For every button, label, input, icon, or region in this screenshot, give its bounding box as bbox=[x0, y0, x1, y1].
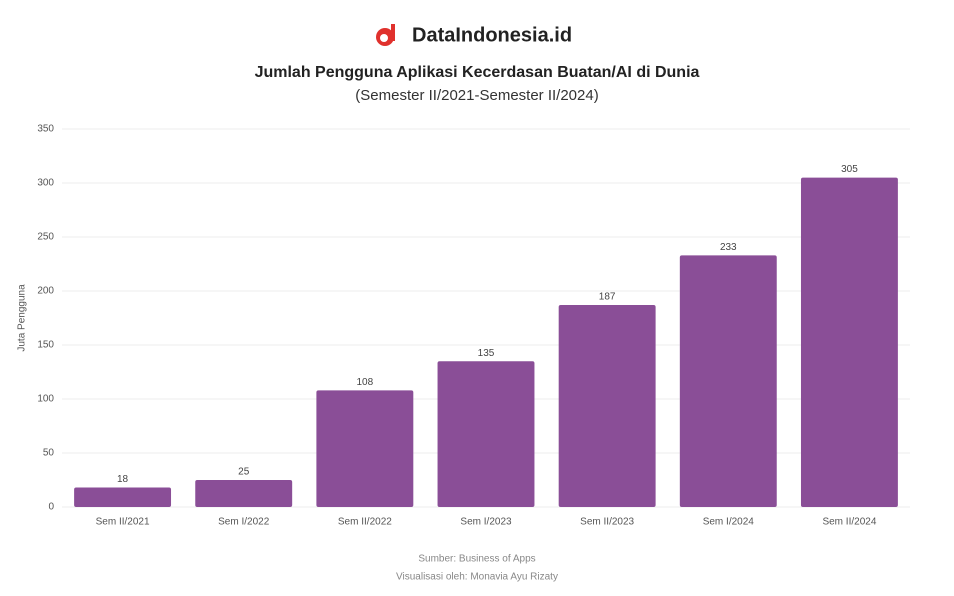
chart-title: Jumlah Pengguna Aplikasi Kecerdasan Buat… bbox=[255, 64, 700, 81]
data-label: 187 bbox=[599, 292, 616, 303]
bar bbox=[195, 480, 293, 507]
chart-subtitle: (Semester II/2021-Semester II/2024) bbox=[355, 87, 598, 104]
y-tick-label: 250 bbox=[37, 232, 54, 243]
x-tick-label: Sem II/2023 bbox=[580, 517, 634, 528]
bar bbox=[74, 487, 172, 507]
data-label: 18 bbox=[117, 474, 129, 485]
bar bbox=[679, 255, 777, 507]
x-tick-label: Sem I/2023 bbox=[460, 517, 512, 528]
y-tick-label: 150 bbox=[37, 340, 54, 351]
y-tick-label: 350 bbox=[37, 124, 54, 135]
y-tick-label: 0 bbox=[48, 502, 54, 513]
x-tick-label: Sem II/2024 bbox=[822, 517, 876, 528]
y-tick-label: 50 bbox=[43, 448, 55, 459]
bar bbox=[437, 361, 535, 507]
credit: Visualisasi oleh: Monavia Ayu Rizaty bbox=[396, 572, 558, 583]
logo-icon bbox=[376, 24, 395, 46]
x-tick-label: Sem II/2022 bbox=[338, 517, 392, 528]
y-tick-label: 100 bbox=[37, 394, 54, 405]
source: Sumber: Business of Apps bbox=[418, 554, 535, 565]
x-tick-label: Sem I/2022 bbox=[218, 517, 270, 528]
x-tick-label: Sem II/2021 bbox=[96, 517, 150, 528]
bar bbox=[316, 390, 414, 507]
brand: DataIndonesia.id bbox=[412, 24, 572, 46]
x-tick-label: Sem I/2024 bbox=[703, 517, 755, 528]
data-label: 135 bbox=[478, 348, 495, 359]
bar bbox=[800, 177, 898, 507]
y-tick-label: 300 bbox=[37, 178, 54, 189]
y-axis-label: Juta Pengguna bbox=[17, 284, 28, 352]
data-label: 25 bbox=[238, 467, 250, 478]
data-label: 108 bbox=[357, 377, 374, 388]
bar bbox=[558, 305, 656, 507]
data-label: 305 bbox=[841, 164, 858, 175]
data-label: 233 bbox=[720, 242, 737, 253]
y-tick-label: 200 bbox=[37, 286, 54, 297]
